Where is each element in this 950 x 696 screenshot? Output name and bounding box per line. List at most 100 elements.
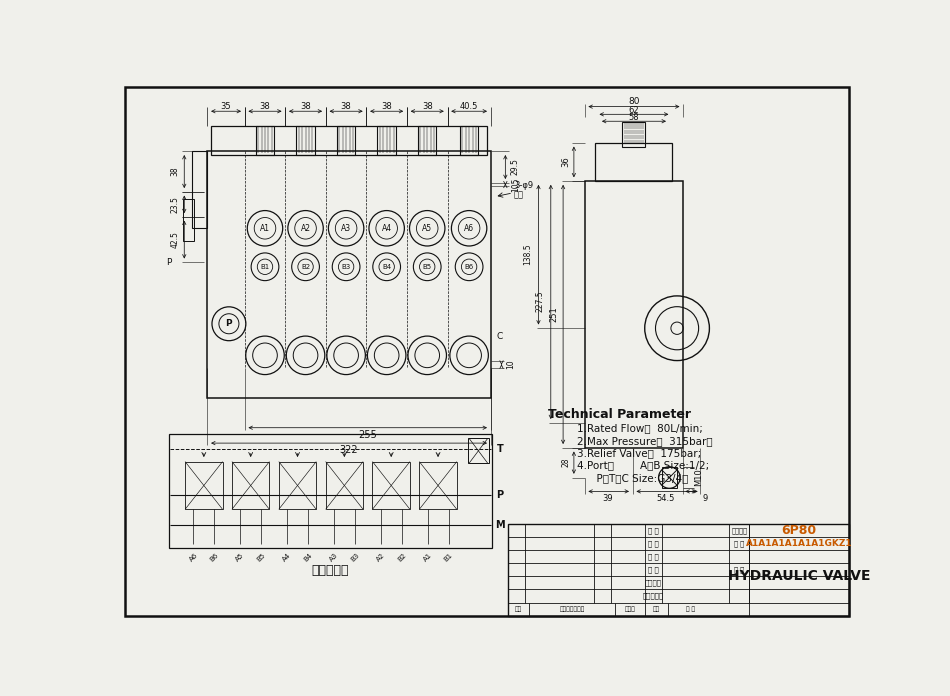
Text: 2.Max Pressure：  315bar，: 2.Max Pressure： 315bar，	[577, 436, 712, 446]
Text: C: C	[497, 331, 504, 340]
Text: 3.Relief Valve：  175bar;: 3.Relief Valve： 175bar;	[577, 448, 701, 458]
Text: 标记: 标记	[515, 606, 523, 612]
Text: A5: A5	[235, 552, 245, 562]
Text: P、T、C Size:G3/4；: P、T、C Size:G3/4；	[577, 473, 689, 483]
Bar	[622, 122, 645, 147]
Text: 138.5: 138.5	[523, 244, 532, 265]
Bar	[418, 126, 436, 155]
Text: 标准化检查: 标准化检查	[642, 593, 664, 599]
Text: B1: B1	[260, 264, 270, 270]
Text: 图样标记: 图样标记	[732, 527, 748, 534]
Text: 1.Rated Flow：  80L/min;: 1.Rated Flow： 80L/min;	[577, 423, 703, 434]
Text: A1: A1	[260, 224, 270, 232]
Text: 54.5: 54.5	[656, 494, 675, 503]
Bar	[256, 126, 275, 155]
Text: B3: B3	[350, 552, 360, 562]
Bar	[185, 461, 222, 509]
Bar	[211, 126, 486, 155]
Bar	[278, 461, 316, 509]
Text: A6: A6	[464, 224, 474, 232]
Bar	[296, 126, 314, 155]
Bar	[372, 461, 410, 509]
Text: 58: 58	[629, 113, 639, 122]
Bar	[661, 467, 677, 489]
Text: 9: 9	[703, 494, 708, 503]
Text: A3: A3	[341, 224, 352, 232]
Text: 255: 255	[358, 429, 377, 440]
Bar	[182, 199, 194, 242]
Bar	[232, 461, 270, 509]
Text: 38: 38	[300, 102, 311, 111]
Text: B4: B4	[303, 552, 314, 562]
Text: A1A1A1A1A1A1GKZ1: A1A1A1A1A1A1GKZ1	[746, 539, 852, 548]
Text: B2: B2	[301, 264, 310, 270]
Text: 液压原理图: 液压原理图	[312, 564, 350, 578]
Text: 工艺检查: 工艺检查	[645, 580, 662, 586]
Bar	[596, 143, 672, 180]
Text: 23.5: 23.5	[171, 196, 180, 213]
Bar	[337, 126, 355, 155]
Text: M: M	[495, 520, 504, 530]
Text: B5: B5	[423, 264, 432, 270]
Text: P: P	[225, 319, 232, 329]
Text: 80: 80	[628, 97, 639, 106]
Text: B6: B6	[465, 264, 474, 270]
Text: A2: A2	[300, 224, 311, 232]
Text: Technical Parameter: Technical Parameter	[548, 408, 691, 421]
Text: B2: B2	[396, 552, 407, 562]
Text: 校 对: 校 对	[648, 567, 658, 573]
Text: 38: 38	[259, 102, 271, 111]
Text: B5: B5	[256, 552, 267, 562]
Text: 251: 251	[549, 306, 559, 322]
Text: 36: 36	[561, 157, 571, 167]
Text: B6: B6	[209, 552, 219, 562]
Text: A5: A5	[422, 224, 432, 232]
Text: A3: A3	[329, 552, 339, 562]
Bar	[207, 151, 491, 397]
Text: 35: 35	[220, 102, 232, 111]
Text: HYDRAULIC VALVE: HYDRAULIC VALVE	[728, 569, 870, 583]
Text: 4.Port：        A、B Size:1/2;: 4.Port： A、B Size:1/2;	[577, 461, 710, 470]
Text: 更改人: 更改人	[625, 606, 636, 612]
Text: 日期: 日期	[653, 606, 660, 612]
Text: P: P	[166, 258, 172, 267]
Text: 设 计: 设 计	[648, 527, 658, 534]
Text: 42.5: 42.5	[171, 231, 180, 248]
Text: P: P	[497, 491, 504, 500]
Bar	[419, 461, 457, 509]
Text: 审 核: 审 核	[686, 606, 694, 612]
Text: 10: 10	[506, 360, 515, 370]
Bar	[377, 126, 396, 155]
Text: 38: 38	[341, 102, 352, 111]
Text: 227.5: 227.5	[536, 290, 544, 312]
Text: 39: 39	[602, 494, 614, 503]
Text: A4: A4	[282, 552, 293, 562]
Bar	[584, 181, 683, 448]
Text: T: T	[497, 444, 504, 454]
Bar	[507, 524, 848, 615]
Bar	[192, 151, 207, 228]
Text: M10: M10	[694, 468, 703, 487]
Bar	[467, 438, 489, 463]
Text: 38: 38	[381, 102, 392, 111]
Text: B3: B3	[341, 264, 351, 270]
Text: 重 量: 重 量	[734, 540, 745, 547]
Text: B1: B1	[443, 552, 454, 562]
Text: 6P80: 6P80	[782, 524, 817, 537]
Text: 28: 28	[561, 458, 571, 468]
Text: 共 张: 共 张	[734, 567, 745, 573]
Bar	[169, 434, 492, 548]
Text: 描 图: 描 图	[648, 553, 658, 560]
Text: 29.5: 29.5	[511, 159, 520, 175]
Text: A4: A4	[382, 224, 391, 232]
Text: 322: 322	[340, 445, 358, 455]
Text: A6: A6	[188, 552, 199, 562]
Text: 38: 38	[422, 102, 432, 111]
Bar	[460, 126, 479, 155]
Text: A2: A2	[375, 552, 386, 562]
Text: 通孔: 通孔	[514, 190, 523, 199]
Text: A1: A1	[422, 552, 433, 562]
Text: 105: 105	[511, 177, 520, 192]
Bar	[326, 461, 363, 509]
Text: 38: 38	[171, 167, 180, 176]
